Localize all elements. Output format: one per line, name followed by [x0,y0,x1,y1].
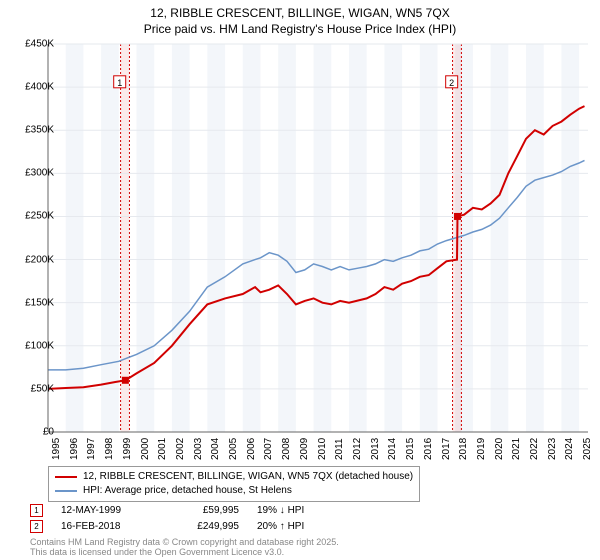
x-tick-label: 2002 [175,438,186,460]
x-tick-label: 2023 [547,438,558,460]
x-tick-label: 2014 [387,438,398,460]
x-tick-label: 1995 [51,438,62,460]
legend-label-hpi: HPI: Average price, detached house, St H… [83,484,292,498]
footer-line-2: This data is licensed under the Open Gov… [30,548,339,558]
x-tick-label: 1997 [86,438,97,460]
y-tick-label: £350K [10,125,54,136]
x-tick-label: 2010 [317,438,328,460]
x-tick-label: 2004 [210,438,221,460]
x-tick-label: 2024 [564,438,575,460]
plot-svg: 12 [48,44,588,432]
price-chart: 12, RIBBLE CRESCENT, BILLINGE, WIGAN, WN… [0,0,600,560]
x-tick-label: 2006 [246,438,257,460]
x-tick-label: 2008 [281,438,292,460]
transaction-date: 16-FEB-2018 [61,521,151,532]
x-tick-label: 2011 [334,438,345,460]
transaction-price: £249,995 [169,521,239,532]
transaction-marker-icon: 1 [30,504,43,517]
y-tick-label: £0 [10,427,54,438]
transaction-marker-num: 1 [34,506,38,515]
title-line-1: 12, RIBBLE CRESCENT, BILLINGE, WIGAN, WN… [0,6,600,22]
x-tick-label: 2019 [476,438,487,460]
y-tick-label: £50K [10,383,54,394]
y-tick-label: £200K [10,254,54,265]
x-tick-label: 2012 [352,438,363,460]
x-tick-label: 2021 [511,438,522,460]
transaction-marker-num: 2 [34,522,38,531]
x-tick-label: 2020 [494,438,505,460]
legend-swatch-price [55,476,77,478]
x-tick-label: 2001 [157,438,168,460]
transaction-pct: 20% ↑ HPI [257,521,347,532]
y-tick-label: £450K [10,39,54,50]
svg-text:1: 1 [117,78,122,88]
transaction-row: 2 16-FEB-2018 £249,995 20% ↑ HPI [30,520,347,533]
transactions-table: 1 12-MAY-1999 £59,995 19% ↓ HPI 2 16-FEB… [30,504,347,536]
x-tick-label: 2013 [370,438,381,460]
y-tick-label: £300K [10,168,54,179]
x-tick-label: 2015 [405,438,416,460]
y-tick-label: £250K [10,211,54,222]
transaction-date: 12-MAY-1999 [61,505,151,516]
x-tick-label: 2025 [582,438,593,460]
x-tick-label: 2000 [140,438,151,460]
legend: 12, RIBBLE CRESCENT, BILLINGE, WIGAN, WN… [48,466,420,502]
title-line-2: Price paid vs. HM Land Registry's House … [0,22,600,38]
x-tick-label: 2005 [228,438,239,460]
transaction-row: 1 12-MAY-1999 £59,995 19% ↓ HPI [30,504,347,517]
x-tick-label: 2018 [458,438,469,460]
x-tick-label: 2016 [423,438,434,460]
y-tick-label: £150K [10,297,54,308]
y-tick-label: £100K [10,340,54,351]
legend-label-price: 12, RIBBLE CRESCENT, BILLINGE, WIGAN, WN… [83,470,413,484]
x-tick-label: 1999 [122,438,133,460]
x-tick-label: 2007 [263,438,274,460]
x-tick-label: 2003 [193,438,204,460]
plot-area: 12 [48,44,588,432]
x-tick-label: 1998 [104,438,115,460]
legend-row-price: 12, RIBBLE CRESCENT, BILLINGE, WIGAN, WN… [55,470,413,484]
x-tick-label: 2017 [441,438,452,460]
x-tick-label: 2022 [529,438,540,460]
x-tick-label: 2009 [299,438,310,460]
legend-row-hpi: HPI: Average price, detached house, St H… [55,484,413,498]
chart-title-block: 12, RIBBLE CRESCENT, BILLINGE, WIGAN, WN… [0,0,600,37]
transaction-price: £59,995 [169,505,239,516]
svg-text:2: 2 [449,78,454,88]
transaction-marker-icon: 2 [30,520,43,533]
legend-swatch-hpi [55,490,77,492]
footer-attribution: Contains HM Land Registry data © Crown c… [30,538,339,558]
transaction-pct: 19% ↓ HPI [257,505,347,516]
x-tick-label: 1996 [69,438,80,460]
y-tick-label: £400K [10,82,54,93]
